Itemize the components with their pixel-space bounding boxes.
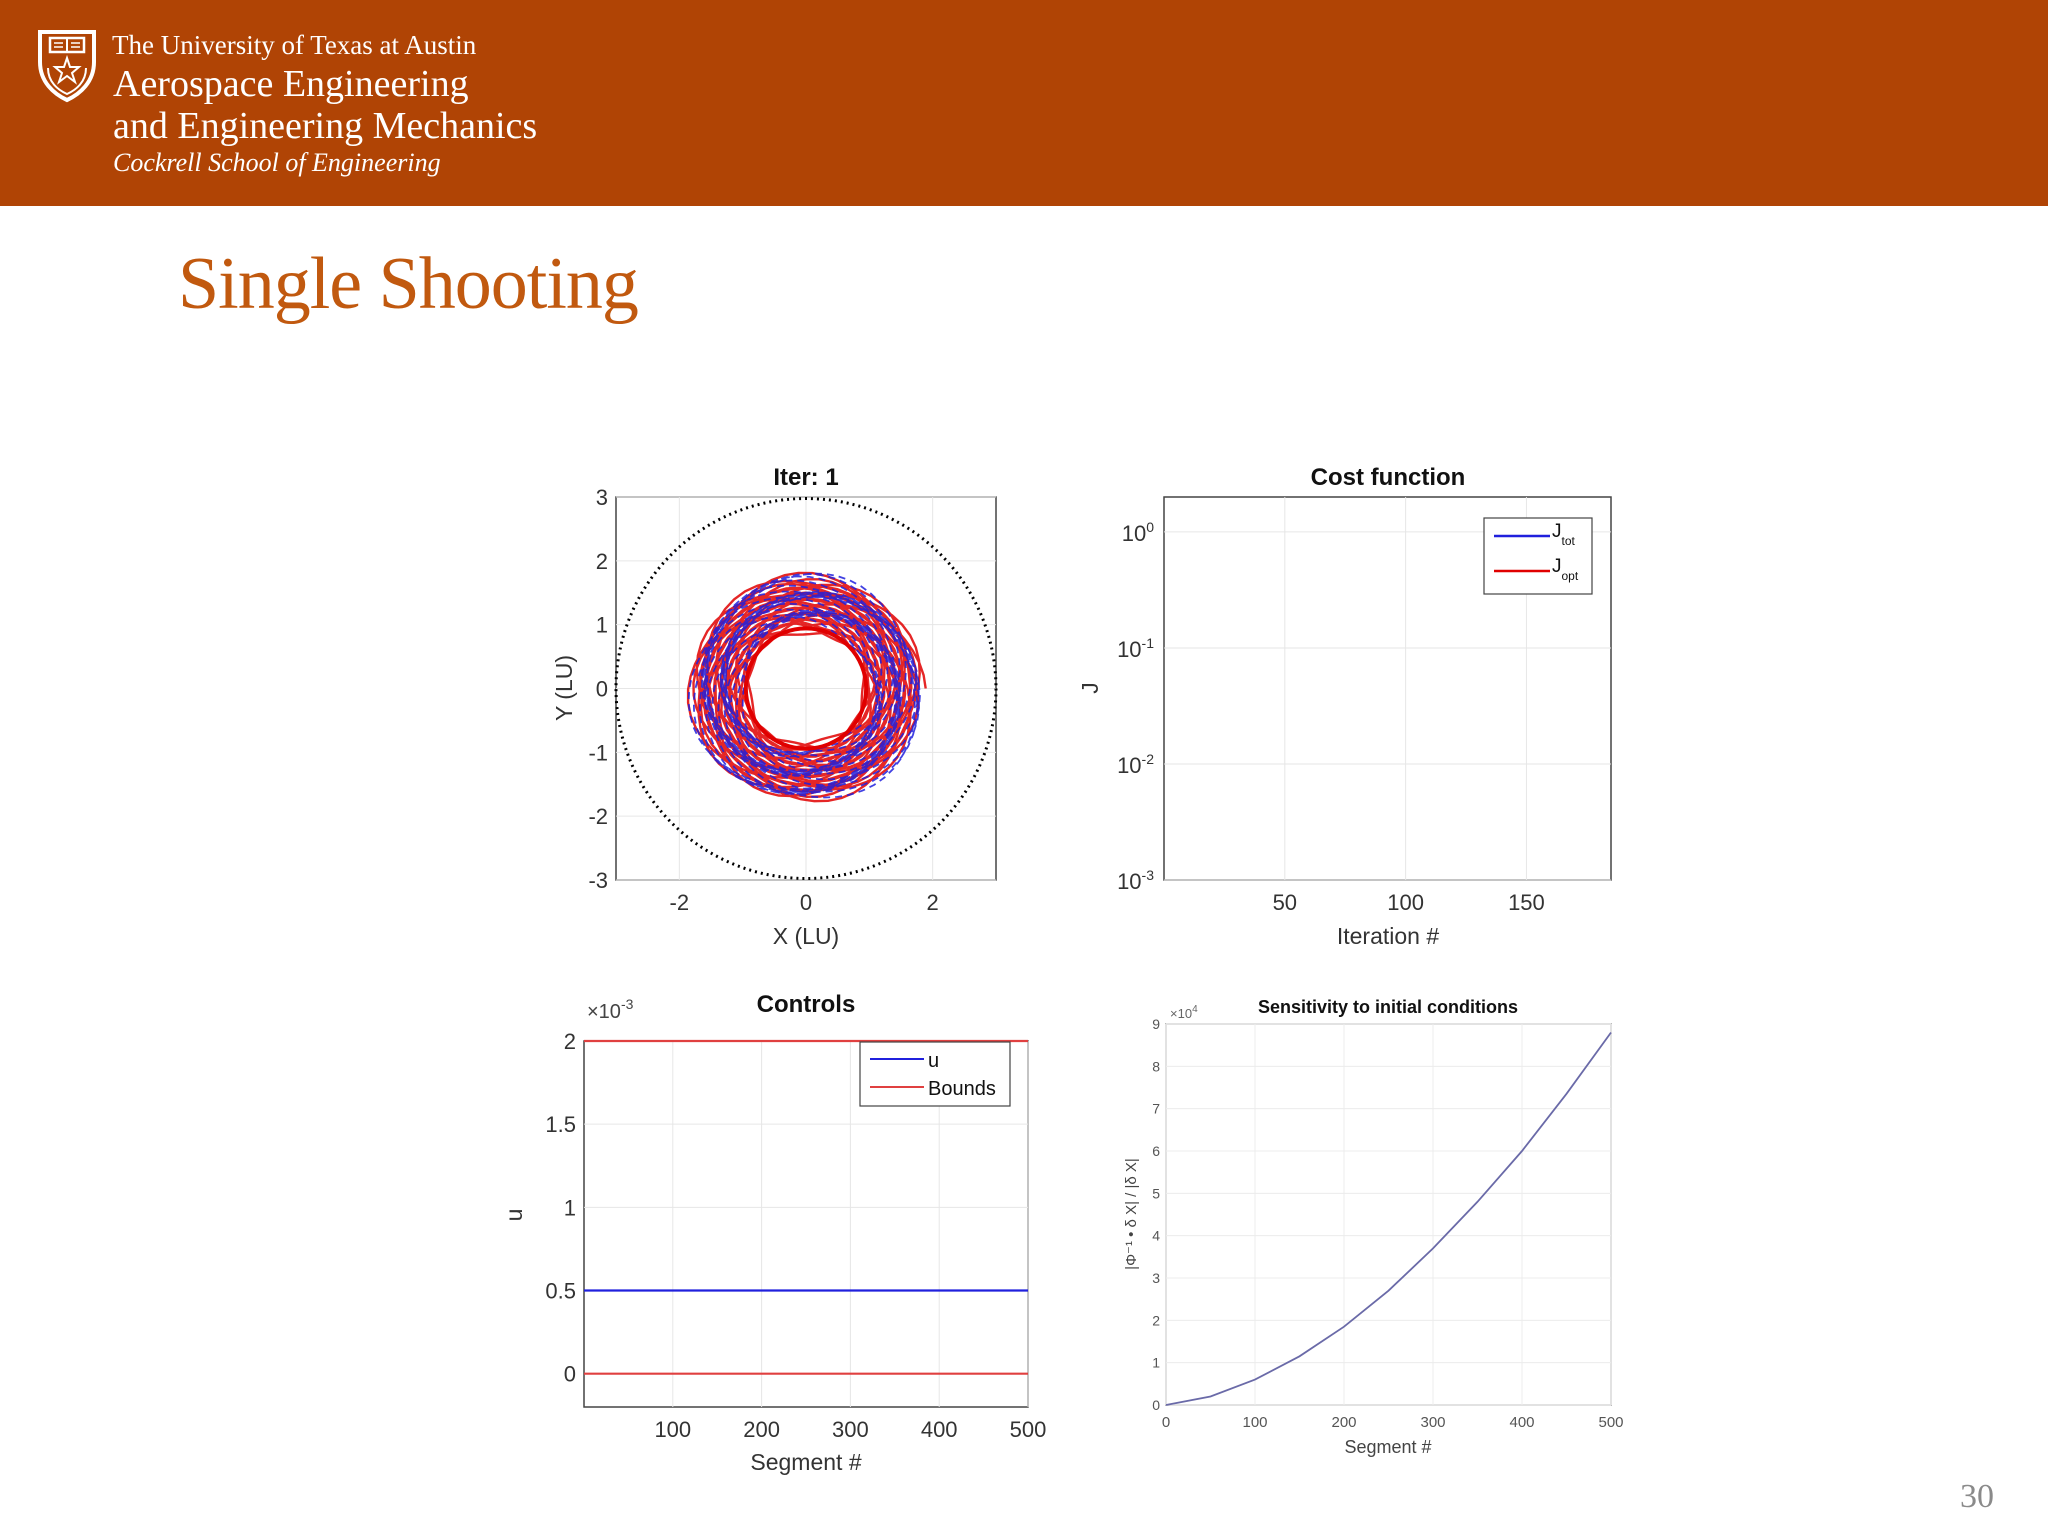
slide-title: Single Shooting: [178, 243, 639, 325]
cost-ticks: 50 100 150 100 10-1 10-2 10-3: [1117, 519, 1545, 915]
sensitivity-xtick-label: 100: [1242, 1414, 1267, 1431]
sensitivity-series-line: [1165, 1031, 1612, 1406]
legend-u-label: u: [928, 1050, 939, 1072]
trajectory-xtick-label: -2: [670, 890, 690, 915]
controls-xtick-label: 200: [743, 1417, 780, 1442]
controls-ytick-label: 1.5: [545, 1112, 576, 1137]
spiral-trajectory-blue: [687, 572, 921, 799]
sensitivity-ticks: 0 100 200 300 400 500 0 1 2 3 4 5 6 7 8 9: [1152, 1016, 1623, 1431]
controls-marks: [584, 1039, 1028, 1375]
controls-plot: 100 200 300 400 500 2 1.5 1 0.5 0 Controls Segmen…: [501, 991, 1046, 1475]
boundary-circle: [614, 497, 998, 880]
header-banner: The University of Texas at Austin Aerosp…: [0, 0, 2048, 206]
cost-ylabel: J: [1077, 682, 1103, 694]
trajectory-ytick-label: -1: [588, 740, 608, 765]
sensitivity-plot: 0 100 200 300 400 500 0 1 2 3 4 5 6 7 8 9 Sensitivity t…: [1123, 997, 1624, 1457]
controls-xtick-label: 400: [921, 1417, 958, 1442]
sensitivity-ylabel: |Φ⁻¹ • δ X| / |δ X|: [1123, 1158, 1140, 1270]
cost-xtick-label: 50: [1273, 890, 1297, 915]
sensitivity-xtick-label: 200: [1331, 1414, 1356, 1431]
legend-bounds-label: Bounds: [928, 1078, 996, 1100]
cost-xtick-label: 150: [1508, 890, 1545, 915]
sensitivity-ytick-label: 6: [1152, 1143, 1160, 1159]
sensitivity-ytick-label: 0: [1152, 1397, 1160, 1413]
controls-ticks: 100 200 300 400 500 2 1.5 1 0.5 0: [545, 1029, 1046, 1442]
sensitivity-ytick-label: 3: [1152, 1270, 1160, 1286]
trajectory-ytick-label: 1: [596, 613, 608, 638]
sensitivity-xtick-label: 400: [1509, 1414, 1534, 1431]
sensitivity-grid: [1165, 1023, 1612, 1406]
controls-multiplier: ×10-3: [587, 996, 634, 1023]
trajectory-ytick-label: -2: [588, 804, 608, 829]
trajectory-marks: [614, 497, 998, 880]
cost-ytick-label: 10-3: [1117, 867, 1154, 894]
trajectory-title: Iter: 1: [773, 464, 838, 491]
sensitivity-xtick-label: 0: [1162, 1414, 1170, 1431]
trajectory-xlabel: X (LU): [773, 923, 839, 949]
controls-legend: u Bounds: [859, 1041, 1011, 1107]
trajectory-ytick-label: 3: [596, 485, 608, 510]
sensitivity-xtick-label: 300: [1420, 1414, 1445, 1431]
controls-ytick-label: 2: [564, 1029, 576, 1054]
cost-xtick-label: 100: [1387, 890, 1424, 915]
department-name-line1: Aerospace Engineering: [113, 63, 469, 105]
sensitivity-ytick-label: 4: [1152, 1228, 1160, 1244]
controls-ytick-label: 0: [564, 1362, 576, 1387]
school-name: Cockrell School of Engineering: [113, 148, 441, 177]
trajectory-ytick-label: 2: [596, 549, 608, 574]
trajectory-xtick-label: 0: [800, 890, 812, 915]
sensitivity-ytick-label: 9: [1152, 1016, 1160, 1032]
cost-ytick-label: 100: [1122, 519, 1154, 546]
trajectory-plot: -2 0 2 3 2 1 0 -1 -2 -3 Iter: 1 X (LU) Y (LU): [551, 464, 998, 949]
controls-xtick-label: 300: [832, 1417, 869, 1442]
trajectory-ticks: -2 0 2 3 2 1 0 -1 -2 -3: [588, 485, 938, 915]
legend-jopt-label: Jopt: [1552, 556, 1579, 583]
sensitivity-ytick-label: 1: [1152, 1355, 1160, 1371]
cost-xlabel: Iteration #: [1337, 923, 1439, 949]
legend-jtot-label: Jtot: [1552, 521, 1576, 548]
cost-plot: 50 100 150 100 10-1 10-2 10-3 Cost function It…: [1077, 464, 1612, 949]
cost-legend: Jtot Jopt: [1483, 517, 1593, 595]
sensitivity-multiplier: ×104: [1170, 1004, 1198, 1021]
sensitivity-xtick-label: 500: [1598, 1414, 1623, 1431]
sensitivity-ytick-label: 7: [1152, 1101, 1160, 1117]
ut-shield-icon: [38, 30, 96, 103]
trajectory-ytick-label: -3: [588, 868, 608, 893]
sensitivity-ytick-label: 2: [1152, 1312, 1160, 1328]
sensitivity-ytick-label: 5: [1152, 1185, 1160, 1201]
controls-ylabel: u: [501, 1209, 527, 1222]
controls-xlabel: Segment #: [750, 1449, 861, 1475]
sensitivity-ytick-label: 8: [1152, 1058, 1160, 1074]
spiral-inner-ring: [743, 626, 869, 751]
cost-ytick-label: 10-2: [1117, 751, 1154, 778]
controls-title: Controls: [757, 991, 856, 1018]
university-name: The University of Texas at Austin: [112, 30, 477, 60]
sensitivity-marks: [1165, 1031, 1612, 1406]
controls-xtick-label: 500: [1010, 1417, 1047, 1442]
trajectory-ytick-label: 0: [596, 677, 608, 702]
controls-ytick-label: 1: [564, 1195, 576, 1220]
controls-xtick-label: 100: [654, 1417, 691, 1442]
trajectory-ylabel: Y (LU): [551, 655, 577, 721]
sensitivity-axes-box: [1165, 1023, 1612, 1406]
cost-title: Cost function: [1311, 464, 1466, 491]
controls-ytick-label: 0.5: [545, 1279, 576, 1304]
trajectory-xtick-label: 2: [927, 890, 939, 915]
sensitivity-xlabel: Segment #: [1344, 1437, 1431, 1457]
sensitivity-title: Sensitivity to initial conditions: [1258, 997, 1518, 1017]
department-name-line2: and Engineering Mechanics: [113, 105, 538, 147]
cost-ytick-label: 10-1: [1117, 635, 1154, 662]
page-number: 30: [1960, 1478, 1994, 1515]
